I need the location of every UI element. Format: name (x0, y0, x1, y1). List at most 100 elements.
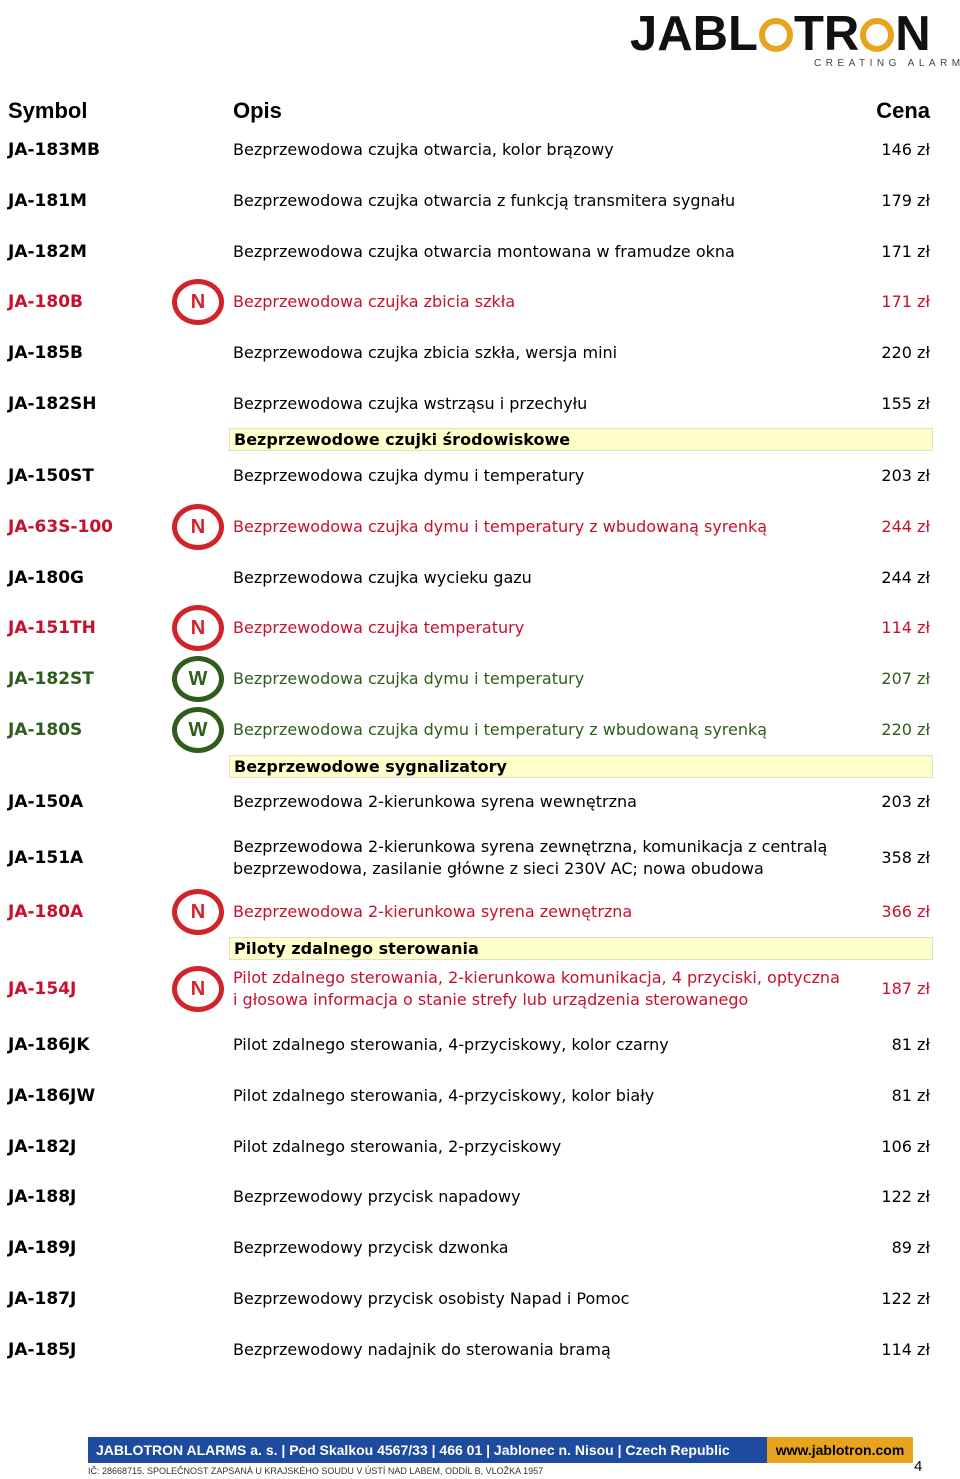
product-price: 146 zł (881, 140, 930, 159)
product-description: Bezprzewodowa czujka dymu i temperatury … (233, 720, 768, 739)
product-description: Bezprzewodowa czujka zbicia szkła (233, 292, 516, 311)
table-row: JA-182ST W Bezprzewodowa czujka dymu i tem… (0, 654, 960, 704)
footer-legal: IČ: 28668715. SPOLEČNOST ZAPSANÁ U KRAJS… (88, 1466, 544, 1476)
product-description: Bezprzewodowa czujka dymu i temperatury … (233, 517, 768, 536)
product-description: Bezprzewodowy przycisk napadowy (233, 1187, 521, 1206)
new-badge-icon: N (172, 504, 224, 550)
product-symbol: JA-189J (8, 1238, 77, 1258)
description-line: Bezprzewodowa 2-kierunkowa syrena zewnęt… (233, 837, 828, 856)
header-price: Cena (876, 98, 930, 123)
table-row: JA-183MB Bezprzewodowa czujka otwarcia, k… (0, 125, 960, 175)
logo-wordmark: JABL TR N (630, 7, 931, 61)
product-description: Bezprzewodowa 2-kierunkowa syrena zewnęt… (233, 836, 827, 886)
product-price: 187 zł (881, 979, 930, 998)
product-symbol: JA-185B (8, 343, 83, 363)
product-price: 106 zł (881, 1137, 930, 1156)
product-description: Bezprzewodowa czujka dymu i temperatury (233, 466, 585, 485)
product-price: 122 zł (881, 1187, 930, 1206)
product-description: Pilot zdalnego sterowania, 4-przyciskowy… (233, 1035, 669, 1054)
product-description: Bezprzewodowa czujka dymu i temperatury (233, 669, 585, 688)
table-row: JA-186JW Pilot zdalnego sterowania, 4-prz… (0, 1071, 960, 1121)
product-symbol: JA-182J (8, 1137, 77, 1157)
new-badge-icon: N (172, 966, 224, 1012)
table-row: JA-186JK Pilot zdalnego sterowania, 4-prz… (0, 1020, 960, 1070)
product-symbol: JA-151TH (8, 618, 96, 638)
product-symbol: JA-180G (8, 568, 84, 588)
product-symbol: JA-182M (8, 242, 87, 262)
product-description: Bezprzewodowa czujka otwarcia montowana … (233, 242, 735, 261)
section-header: Bezprzewodowe sygnalizatory (229, 755, 933, 778)
product-description: Bezprzewodowa czujka temperatury (233, 618, 525, 637)
product-symbol: JA-180A (8, 902, 84, 922)
product-symbol: JA-154J (8, 979, 77, 999)
product-price: 203 zł (881, 792, 930, 811)
section-header: Piloty zdalnego sterowania (229, 937, 933, 960)
table-row: JA-151A Bezprzewodowa 2-kierunkowa syrena… (0, 833, 960, 883)
table-row: JA-180B N Bezprzewodowa czujka zbicia szkł… (0, 277, 960, 327)
footer-website-link[interactable]: www.jablotron.com (767, 1437, 913, 1463)
product-price: 203 zł (881, 466, 930, 485)
table-row: JA-63S-100 N Bezprzewodowa czujka dymu i t… (0, 502, 960, 552)
product-description: Bezprzewodowa czujka otwarcia, kolor brą… (233, 140, 614, 159)
w-badge-icon: W (172, 656, 224, 702)
footer-address: JABLOTRON ALARMS a. s. | Pod Skalkou 456… (96, 1442, 730, 1458)
product-description: Bezprzewodowa 2-kierunkowa syrena zewnęt… (233, 902, 633, 921)
page-number: 4 (914, 1458, 923, 1475)
product-symbol: JA-182SH (8, 394, 97, 414)
product-price: 179 zł (881, 191, 930, 210)
logo-tagline: CREATING ALARMS (814, 58, 960, 69)
product-symbol: JA-183MB (8, 140, 100, 160)
product-description: Bezprzewodowa czujka wstrząsu i przechył… (233, 394, 588, 413)
product-symbol: JA-180S (8, 720, 83, 740)
product-symbol: JA-150ST (8, 466, 94, 486)
product-price: 244 zł (881, 568, 930, 587)
table-row: JA-154J N Pilot zdalnego sterowania, 2-kie… (0, 964, 960, 1014)
table-row: JA-189J Bezprzewodowy przycisk dzwonka 89 … (0, 1223, 960, 1273)
header-symbol: Symbol (8, 98, 88, 123)
product-description: Bezprzewodowy przycisk osobisty Napad i … (233, 1289, 630, 1308)
product-price: 81 zł (891, 1035, 930, 1054)
table-row: JA-182M Bezprzewodowa czujka otwarcia mon… (0, 227, 960, 277)
new-badge-icon: N (172, 279, 224, 325)
jablotron-logo: JABL TR N CREATING ALARMS (630, 4, 960, 74)
header-description: Opis (233, 98, 282, 123)
product-price: 244 zł (881, 517, 930, 536)
table-row: JA-182J Pilot zdalnego sterowania, 2-przy… (0, 1122, 960, 1172)
product-price: 207 zł (881, 669, 930, 688)
product-price: 122 zł (881, 1289, 930, 1308)
product-symbol: JA-181M (8, 191, 87, 211)
description-line: Pilot zdalnego sterowania, 2-kierunkowa … (233, 968, 840, 987)
product-symbol: JA-180B (8, 292, 83, 312)
product-symbol: JA-186JK (8, 1035, 90, 1055)
table-row: JA-151TH N Bezprzewodowa czujka temperatur… (0, 603, 960, 653)
table-row: JA-150A Bezprzewodowa 2-kierunkowa syrena… (0, 777, 960, 827)
table-row: JA-188J Bezprzewodowy przycisk napadowy 12… (0, 1172, 960, 1222)
product-price: 171 zł (881, 242, 930, 261)
product-price: 366 zł (881, 902, 930, 921)
w-badge-icon: W (172, 707, 224, 753)
product-description: Bezprzewodowa 2-kierunkowa syrena wewnęt… (233, 792, 637, 811)
product-description: Pilot zdalnego sterowania, 4-przyciskowy… (233, 1086, 655, 1105)
footer-bar: JABLOTRON ALARMS a. s. | Pod Skalkou 456… (88, 1437, 913, 1463)
product-symbol: JA-188J (8, 1187, 77, 1207)
product-price: 358 zł (881, 848, 930, 867)
product-description: Bezprzewodowa czujka wycieku gazu (233, 568, 532, 587)
product-description: Bezprzewodowa czujka zbicia szkła, wersj… (233, 343, 618, 362)
product-description: Bezprzewodowy nadajnik do sterowania bra… (233, 1340, 611, 1359)
product-description: Bezprzewodowa czujka otwarcia z funkcją … (233, 191, 736, 210)
product-price: 114 zł (881, 618, 930, 637)
product-symbol: JA-187J (8, 1289, 77, 1309)
product-symbol: JA-182ST (8, 669, 94, 689)
description-line: bezprzewodowa, zasilanie główne z sieci … (233, 859, 764, 878)
table-row: JA-181M Bezprzewodowa czujka otwarcia z f… (0, 176, 960, 226)
product-symbol: JA-185J (8, 1340, 77, 1360)
product-price: 81 zł (891, 1086, 930, 1105)
description-line: i głosowa informacja o stanie strefy lub… (233, 990, 749, 1009)
table-row: JA-180G Bezprzewodowa czujka wycieku gazu… (0, 553, 960, 603)
product-symbol: JA-186JW (8, 1086, 96, 1106)
table-row: JA-180S W Bezprzewodowa czujka dymu i temp… (0, 705, 960, 755)
table-row: JA-187J Bezprzewodowy przycisk osobisty N… (0, 1274, 960, 1324)
product-description: Bezprzewodowy przycisk dzwonka (233, 1238, 509, 1257)
table-row: JA-180A N Bezprzewodowa 2-kierunkowa syren… (0, 887, 960, 937)
product-price: 114 zł (881, 1340, 930, 1359)
